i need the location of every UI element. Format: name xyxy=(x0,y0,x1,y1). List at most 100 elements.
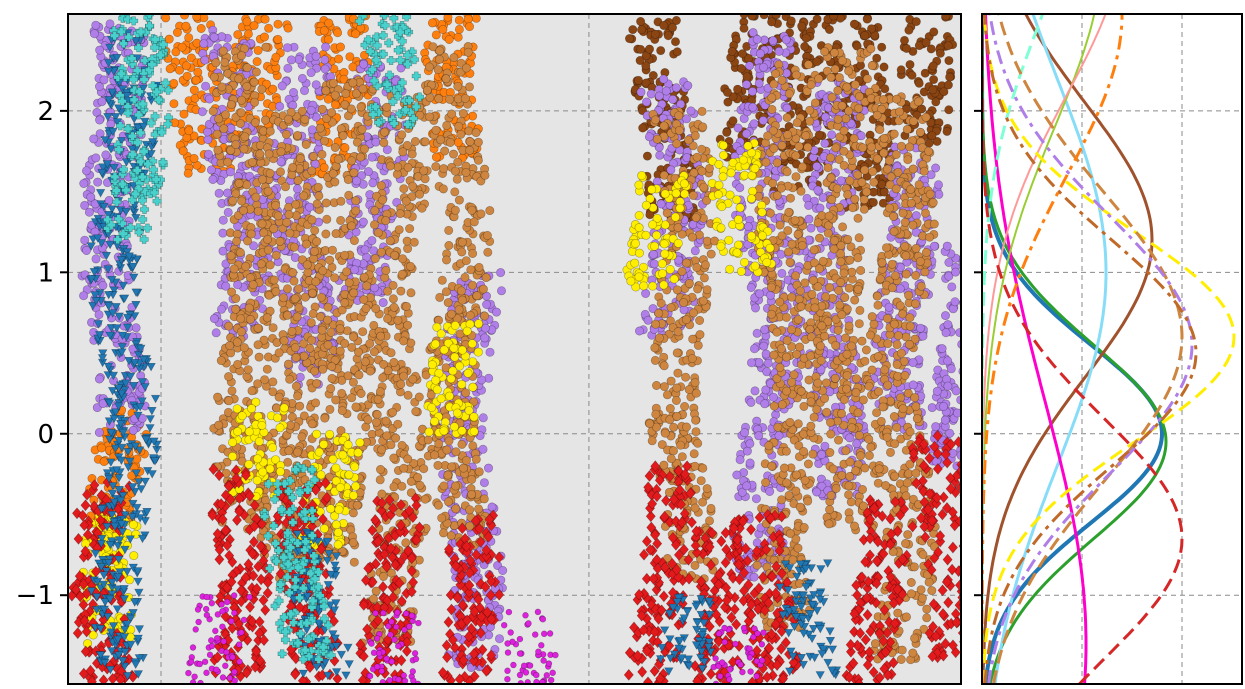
scatter-point xyxy=(339,131,347,139)
scatter-point xyxy=(635,327,643,335)
scatter-point xyxy=(929,75,937,83)
scatter-point xyxy=(650,260,658,268)
scatter-point xyxy=(217,305,225,313)
scatter-point xyxy=(357,103,365,111)
scatter-point xyxy=(344,372,352,380)
scatter-point xyxy=(210,73,218,81)
scatter-point xyxy=(379,298,387,306)
scatter-point xyxy=(878,180,886,188)
scatter-point xyxy=(740,428,748,436)
scatter-point xyxy=(92,21,100,29)
scatter-point xyxy=(284,64,292,72)
scatter-point xyxy=(321,65,329,73)
scatter-point xyxy=(204,135,212,143)
scatter-point xyxy=(634,76,642,84)
scatter-point xyxy=(421,138,429,146)
scatter-point xyxy=(445,226,453,234)
scatter-point xyxy=(79,292,87,300)
scatter-point xyxy=(756,50,764,58)
scatter-point xyxy=(964,324,972,332)
scatter-point xyxy=(274,20,282,28)
scatter-point xyxy=(368,153,376,161)
scatter-point xyxy=(90,135,98,143)
scatter-point xyxy=(344,175,352,183)
scatter-point xyxy=(359,328,367,336)
scatter-point xyxy=(455,25,463,33)
scatter-point xyxy=(184,169,192,177)
scatter-point xyxy=(445,241,453,249)
scatter-point xyxy=(166,65,174,73)
scatter-point xyxy=(442,256,450,264)
scatter-point xyxy=(262,43,270,51)
scatter-point xyxy=(813,162,821,170)
scatter-point xyxy=(457,130,465,138)
scatter-point xyxy=(218,83,226,91)
scatter-point xyxy=(254,341,262,349)
scatter-point xyxy=(371,207,379,215)
scatter-point xyxy=(95,375,103,383)
scatter-point xyxy=(192,76,200,84)
scatter-point xyxy=(452,448,460,456)
scatter-point xyxy=(815,131,823,139)
scatter-point xyxy=(928,132,936,140)
scatter-point xyxy=(671,38,679,46)
scatter-point xyxy=(908,71,916,79)
scatter-point xyxy=(224,158,232,166)
scatter-point xyxy=(366,367,374,375)
scatter-point xyxy=(380,139,388,147)
scatter-point xyxy=(645,45,653,53)
scatter-point xyxy=(397,380,405,388)
scatter-point xyxy=(438,276,446,284)
scatter-point xyxy=(479,414,487,422)
scatter-point xyxy=(213,130,221,138)
scatter-point xyxy=(472,14,480,22)
scatter-point xyxy=(398,270,406,278)
scatter-point xyxy=(738,50,746,58)
scatter-point xyxy=(349,79,357,87)
scatter-point xyxy=(288,327,296,335)
scatter-point xyxy=(762,350,770,358)
scatter-point xyxy=(968,309,976,317)
scatter-point xyxy=(98,97,106,105)
scatter-point xyxy=(203,128,211,136)
scatter-point xyxy=(246,315,254,323)
scatter-point xyxy=(352,196,360,204)
scatter-point xyxy=(270,276,278,284)
scatter-point xyxy=(968,379,976,387)
scatter-point xyxy=(314,183,322,191)
scatter-point xyxy=(486,348,494,356)
scatter-point xyxy=(307,68,315,76)
scatter-point xyxy=(480,479,488,487)
scatter-point xyxy=(968,352,976,360)
scatter-point xyxy=(929,62,937,70)
scatter-point xyxy=(212,59,220,67)
scatter-point xyxy=(755,79,763,87)
scatter-point xyxy=(342,268,350,276)
scatter-point xyxy=(198,108,206,116)
scatter-point xyxy=(263,235,271,243)
scatter-point xyxy=(293,131,301,139)
scatter-point xyxy=(284,24,292,32)
scatter-point xyxy=(376,332,384,340)
scatter-point xyxy=(372,418,380,426)
scatter-point xyxy=(243,181,251,189)
scatter-point xyxy=(400,372,408,380)
scatter-point xyxy=(418,204,426,212)
scatter-point xyxy=(746,459,754,467)
scatter-point xyxy=(374,229,382,237)
scatter-point xyxy=(94,178,102,186)
scatter-point xyxy=(668,23,676,31)
scatter-point xyxy=(296,402,304,410)
scatter-point xyxy=(292,382,300,390)
scatter-point xyxy=(95,428,103,436)
scatter-point xyxy=(406,262,414,270)
scatter-point xyxy=(900,36,908,44)
scatter-point xyxy=(366,340,374,348)
scatter-point xyxy=(269,378,277,386)
scatter-point xyxy=(260,376,268,384)
scatter-point xyxy=(414,473,422,481)
scatter-point xyxy=(308,167,316,175)
scatter-point xyxy=(386,237,394,245)
scatter-point xyxy=(974,372,982,380)
